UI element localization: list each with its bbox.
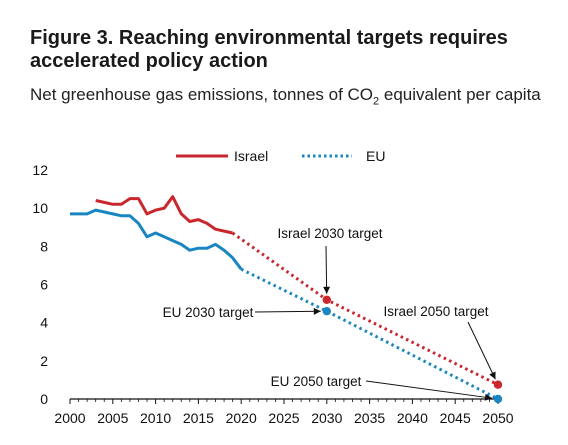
arrow-line-eu-2050-target [365,380,493,399]
x-tick-label-2015: 2015 [183,410,214,426]
y-tick-label-12: 12 [32,162,48,178]
target-marker-eu-2030-target [322,307,331,316]
x-tick-label-2005: 2005 [97,410,128,426]
arrow-line-eu-2030-target [254,310,321,313]
projection-line-eu [240,267,499,401]
x-tick-label-2050: 2050 [482,410,513,426]
legend: Israel EU [176,148,385,164]
x-tick-label-2030: 2030 [311,410,342,426]
y-tick-label-2: 2 [40,353,48,369]
figure-title: Figure 3. Reaching environmental targets… [30,27,508,72]
x-tick-label-2020: 2020 [226,410,257,426]
x-tick-label-2000: 2000 [54,410,85,426]
target-label-eu-2030-target: EU 2030 target [163,305,254,320]
target-label-israel-2030-target: Israel 2030 target [277,226,382,241]
arrow-head-eu-2050-target [484,393,493,401]
legend-label-israel: Israel [234,148,268,164]
target-annotations: Israel 2030 target EU 2030 target Israel 2… [163,226,503,404]
x-tick-label-2025: 2025 [268,410,299,426]
y-tick-label-4: 4 [40,315,48,331]
series-line-eu [70,208,243,271]
arrow-head-israel-2030-target [323,286,331,294]
y-tick-label-6: 6 [40,277,48,293]
y-tick-label-0: 0 [40,391,48,407]
target-marker-israel-2030-target [322,295,331,304]
arrow-head-israel-2050-target [489,371,496,380]
x-tick-label-2010: 2010 [140,410,171,426]
series-line-israel [95,195,233,235]
arrow-head-eu-2030-target [313,307,321,315]
arrow-line-israel-2030-target [325,245,328,294]
y-tick-label-10: 10 [32,200,48,216]
figure-subtitle: Net greenhouse gas emissions, tonnes of … [30,82,550,114]
x-tick-label-2040: 2040 [397,410,428,426]
y-tick-label-8: 8 [40,238,48,254]
x-tick-label-2035: 2035 [354,410,385,426]
target-label-israel-2050-target: Israel 2050 target [383,304,488,319]
target-marker-eu-2050-target [493,394,503,404]
subtitle-text-end: equivalent per capita [379,85,541,104]
x-tick-label-2045: 2045 [440,410,471,426]
target-label-eu-2050-target: EU 2050 target [271,374,362,389]
legend-label-eu: EU [366,148,385,164]
arrow-line-israel-2050-target [467,321,496,380]
subtitle-subscript: 2 [373,95,380,108]
axes: 2000 2005 2010 2015 2020 2025 2030 2035 2040 2045… [32,162,513,426]
target-marker-israel-2050-target [493,380,503,389]
subtitle-text: Net greenhouse gas emissions, tonnes of … [30,85,374,104]
